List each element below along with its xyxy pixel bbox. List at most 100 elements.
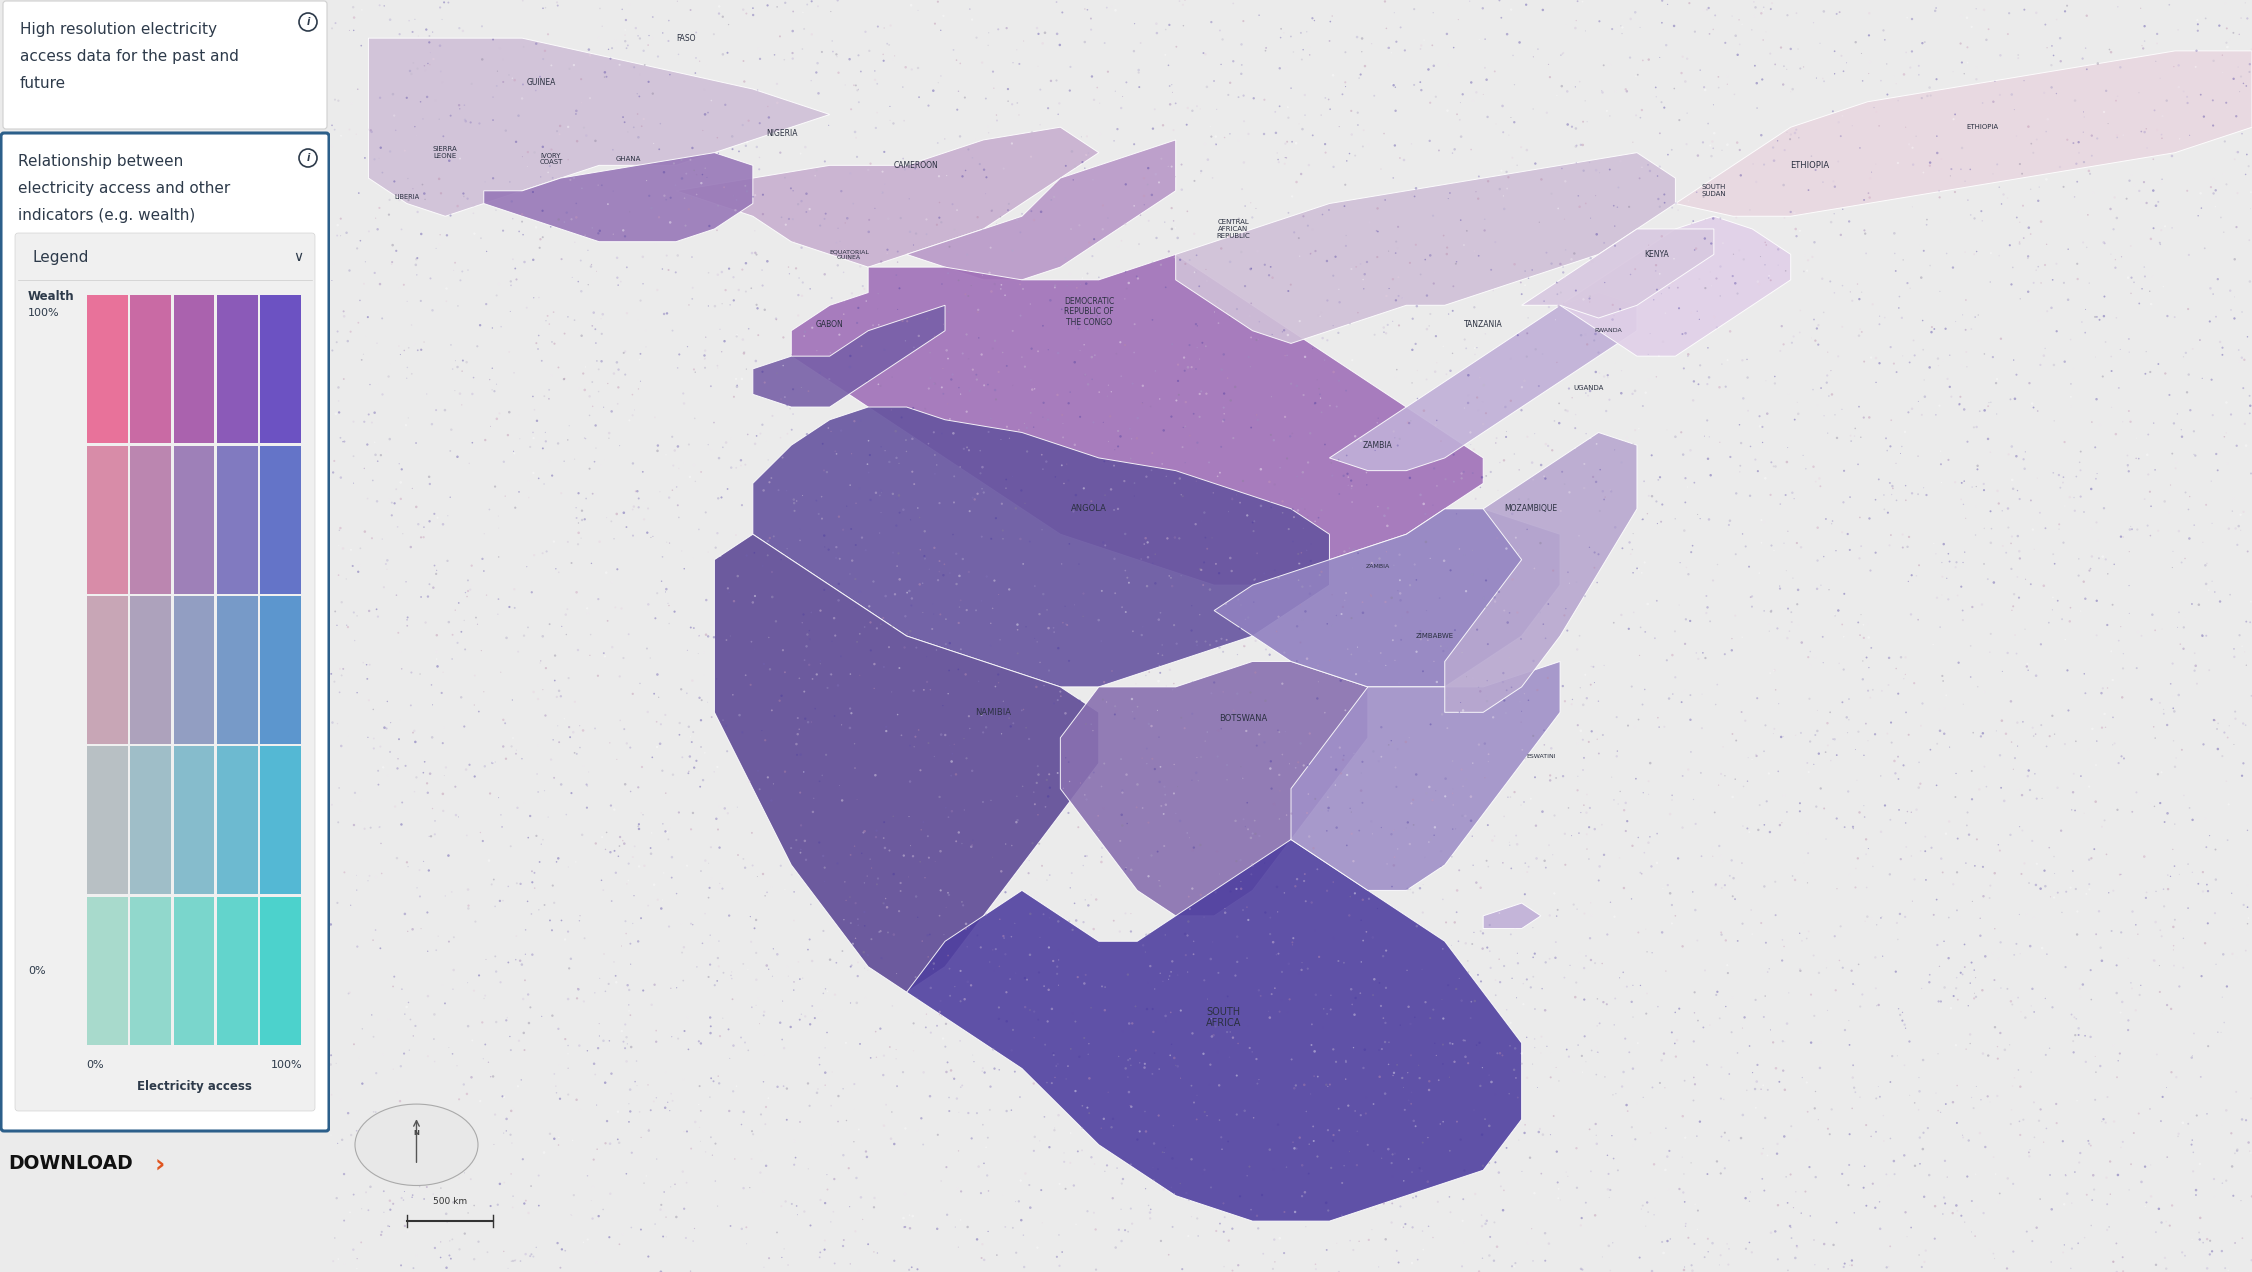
Point (858, 820, 894, 841)
Point (1124, 31, 1160, 51)
Point (865, 828, 901, 848)
Point (1730, 1080, 1766, 1100)
Point (1317, 1052, 1353, 1072)
Point (856, 61, 892, 81)
Point (1948, 1039, 1984, 1060)
Point (1757, 457, 1793, 477)
Point (944, 639, 980, 659)
Point (1950, 52, 1986, 73)
Point (651, 595, 687, 616)
Point (2180, 673, 2216, 693)
Point (1453, 435, 1489, 455)
Point (689, 625, 725, 645)
Point (2173, 594, 2209, 614)
Point (833, 519, 869, 539)
Point (1435, 846, 1471, 866)
Point (1085, 195, 1121, 215)
Point (932, 633, 968, 654)
Point (1356, 85, 1392, 106)
Point (1714, 640, 1750, 660)
Point (1270, 448, 1306, 468)
Point (1140, 670, 1176, 691)
Point (1223, 55, 1259, 75)
Point (570, 776, 606, 796)
Point (1648, 303, 1684, 323)
Point (1221, 1255, 1257, 1272)
Point (1522, 1164, 1558, 1184)
Point (1178, 262, 1214, 282)
Point (2155, 413, 2191, 434)
Point (1360, 898, 1396, 918)
Point (1606, 432, 1642, 453)
Point (1572, 207, 1608, 228)
Point (1619, 558, 1655, 579)
Point (700, 448, 736, 468)
Point (444, 622, 480, 642)
Point (1304, 205, 1340, 225)
Point (525, 439, 561, 459)
Point (1270, 108, 1306, 128)
Point (1171, 828, 1207, 848)
Point (1011, 1175, 1047, 1196)
Point (2234, 686, 2252, 706)
Point (2209, 454, 2245, 474)
Point (1426, 641, 1462, 661)
Point (590, 39, 626, 60)
Point (549, 921, 586, 941)
Point (678, 738, 714, 758)
Point (1200, 291, 1236, 312)
Point (727, 857, 763, 878)
Point (2189, 837, 2225, 857)
Point (1052, 393, 1088, 413)
Point (1826, 627, 1862, 647)
Point (2088, 810, 2124, 831)
Point (448, 1135, 484, 1155)
Point (378, 480, 414, 500)
Point (516, 463, 552, 483)
Point (1257, 102, 1293, 122)
Point (1149, 795, 1185, 815)
Point (2022, 635, 2058, 655)
Point (1585, 490, 1621, 510)
Point (982, 1009, 1018, 1029)
Point (2173, 1135, 2209, 1155)
Point (1182, 885, 1218, 906)
Point (1094, 295, 1131, 315)
Point (1448, 220, 1484, 240)
Point (966, 375, 1002, 396)
Point (493, 1252, 529, 1272)
Point (1412, 304, 1448, 324)
Point (2148, 1258, 2184, 1272)
Point (1167, 717, 1203, 738)
Point (2148, 305, 2184, 326)
Point (1007, 494, 1043, 514)
Point (2054, 1258, 2090, 1272)
Point (813, 287, 849, 308)
Point (1173, 1206, 1209, 1226)
Point (1185, 1043, 1221, 1063)
Point (1590, 1179, 1626, 1199)
Point (626, 109, 662, 130)
Point (1527, 628, 1563, 649)
Point (622, 819, 658, 840)
Point (1585, 233, 1621, 253)
Point (2106, 748, 2142, 768)
Point (1477, 1084, 1513, 1104)
Point (1025, 407, 1061, 427)
Point (1022, 114, 1058, 135)
Point (493, 67, 529, 88)
Point (1957, 244, 1993, 265)
Point (1838, 418, 1874, 439)
Point (455, 432, 491, 453)
Point (1540, 198, 1576, 219)
Point (959, 300, 995, 321)
Point (1808, 365, 1844, 385)
Point (1973, 501, 2009, 522)
Point (1554, 689, 1590, 710)
Point (860, 314, 896, 335)
Point (1435, 819, 1471, 840)
Point (1207, 594, 1243, 614)
Point (2031, 1038, 2067, 1058)
Point (421, 926, 457, 946)
Point (941, 597, 977, 617)
